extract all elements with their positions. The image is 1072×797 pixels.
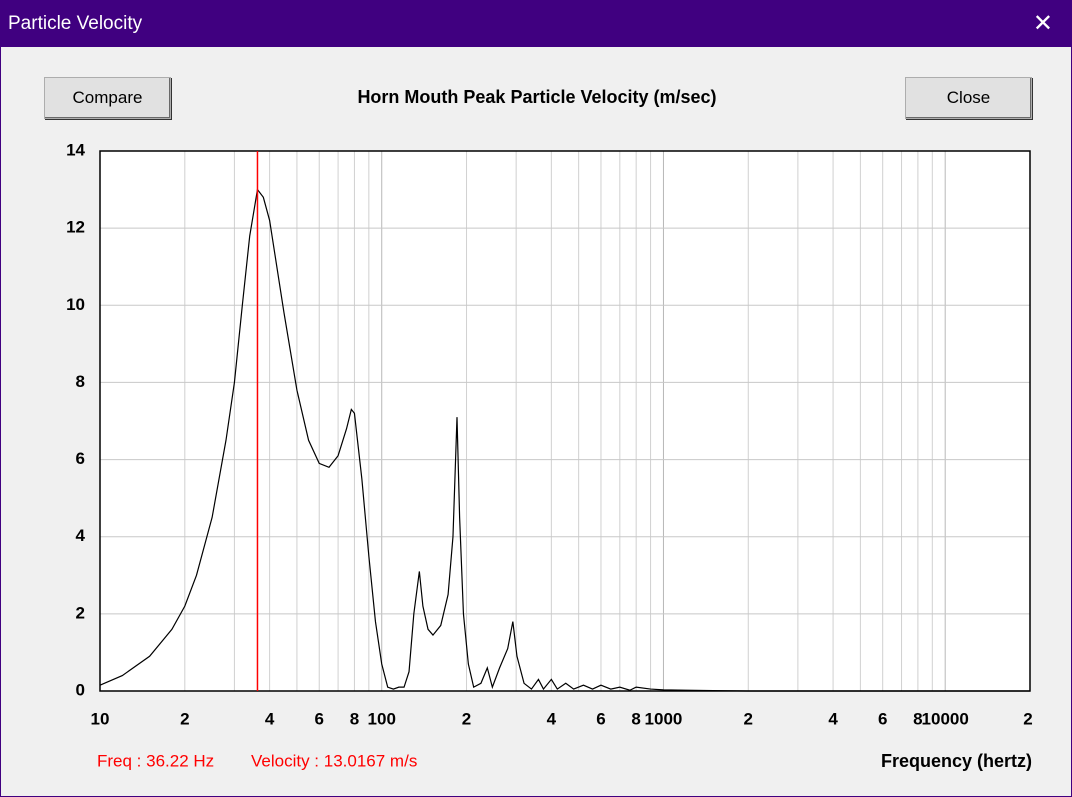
plot-frame — [99, 150, 1031, 692]
y-tick-label: 2 — [76, 603, 85, 622]
compare-button[interactable]: Compare — [44, 77, 171, 119]
x-tick-label: 8 — [350, 709, 359, 728]
x-tick-label: 2 — [180, 709, 189, 728]
y-tick-label: 10 — [66, 295, 85, 314]
x-tick-label: 8 — [631, 709, 640, 728]
y-tick-label: 12 — [66, 218, 85, 237]
x-tick-label: 4 — [828, 709, 838, 728]
annotation: Freq : 36.22 Hz — [97, 751, 214, 770]
x-tick-label: 1000 — [645, 709, 683, 728]
x-tick-label: 100 — [368, 709, 396, 728]
x-tick-label: 10 — [91, 709, 110, 728]
close-icon[interactable]: ✕ — [1032, 10, 1053, 37]
x-tick-label: 2 — [462, 709, 471, 728]
velocity-line — [99, 188, 1030, 692]
x-tick-label: 2 — [744, 709, 753, 728]
x-tick-label: 6 — [596, 709, 605, 728]
x-tick-label: 4 — [547, 709, 557, 728]
x-tick-label: 6 — [314, 709, 323, 728]
y-tick-label: 14 — [66, 140, 85, 159]
y-tick-label: 4 — [76, 526, 86, 545]
chart-title: Horn Mouth Peak Particle Velocity (m/sec… — [357, 87, 716, 107]
x-axis-label: Frequency (hertz) — [881, 751, 1032, 771]
y-tick-label: 8 — [76, 372, 85, 391]
x-tick-label: 6 — [878, 709, 887, 728]
window-title: Particle Velocity — [8, 13, 143, 34]
x-tick-label: 2 — [1023, 709, 1032, 728]
title-bar: Particle Velocity ✕ — [1, 1, 1071, 47]
y-tick-label: 0 — [76, 680, 85, 699]
annotation: Velocity : 13.0167 m/s — [251, 751, 417, 770]
x-tick-label: 4 — [265, 709, 275, 728]
close-button[interactable]: Close — [905, 77, 1032, 119]
x-tick-label: 8 — [913, 709, 922, 728]
y-tick-label: 6 — [76, 449, 85, 468]
x-tick-label: 10000 — [922, 709, 969, 728]
plot-area — [100, 151, 1030, 691]
